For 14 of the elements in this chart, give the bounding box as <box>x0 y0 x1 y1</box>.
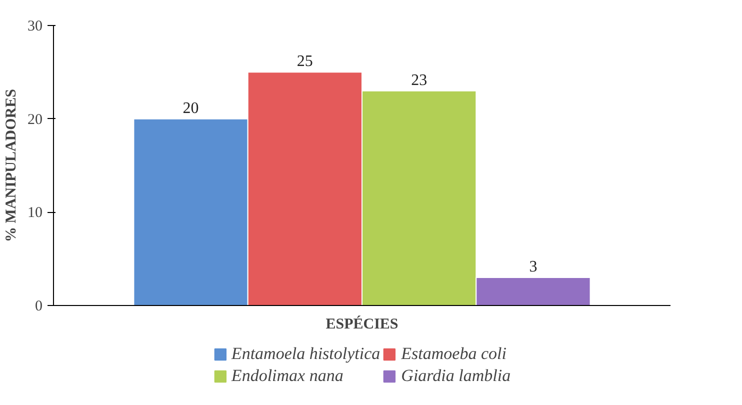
data-label: 3 <box>529 258 538 276</box>
y-tick-label: 0 <box>35 298 42 314</box>
y-tick-label: 10 <box>28 205 42 222</box>
y-tick-label: 20 <box>28 112 42 128</box>
legend-label: Estamoeba coli <box>401 344 506 364</box>
data-label: 23 <box>411 72 428 89</box>
y-axis-title: % MANIPULADORES <box>4 89 20 242</box>
y-tick-label: 30 <box>28 18 42 34</box>
legend-label: Entamoela histolytica <box>231 344 380 364</box>
data-label: 20 <box>182 100 199 117</box>
x-axis-title: ESPÉCIES <box>326 316 398 332</box>
data-label: 25 <box>296 53 313 70</box>
legend-label: Endolimax nana <box>231 366 344 386</box>
legend-label: Giardia lamblia <box>401 366 511 386</box>
